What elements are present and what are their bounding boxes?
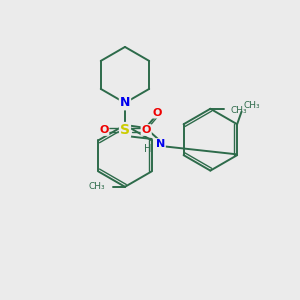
Text: O: O [152, 108, 161, 118]
Text: O: O [142, 125, 151, 135]
Text: CH₃: CH₃ [231, 106, 247, 115]
Text: H: H [144, 144, 152, 154]
Text: CH₃: CH₃ [244, 101, 260, 110]
Text: O: O [99, 125, 109, 135]
Text: CH₃: CH₃ [88, 182, 105, 191]
Text: N: N [156, 139, 165, 149]
Text: S: S [120, 123, 130, 137]
Text: N: N [120, 96, 130, 110]
